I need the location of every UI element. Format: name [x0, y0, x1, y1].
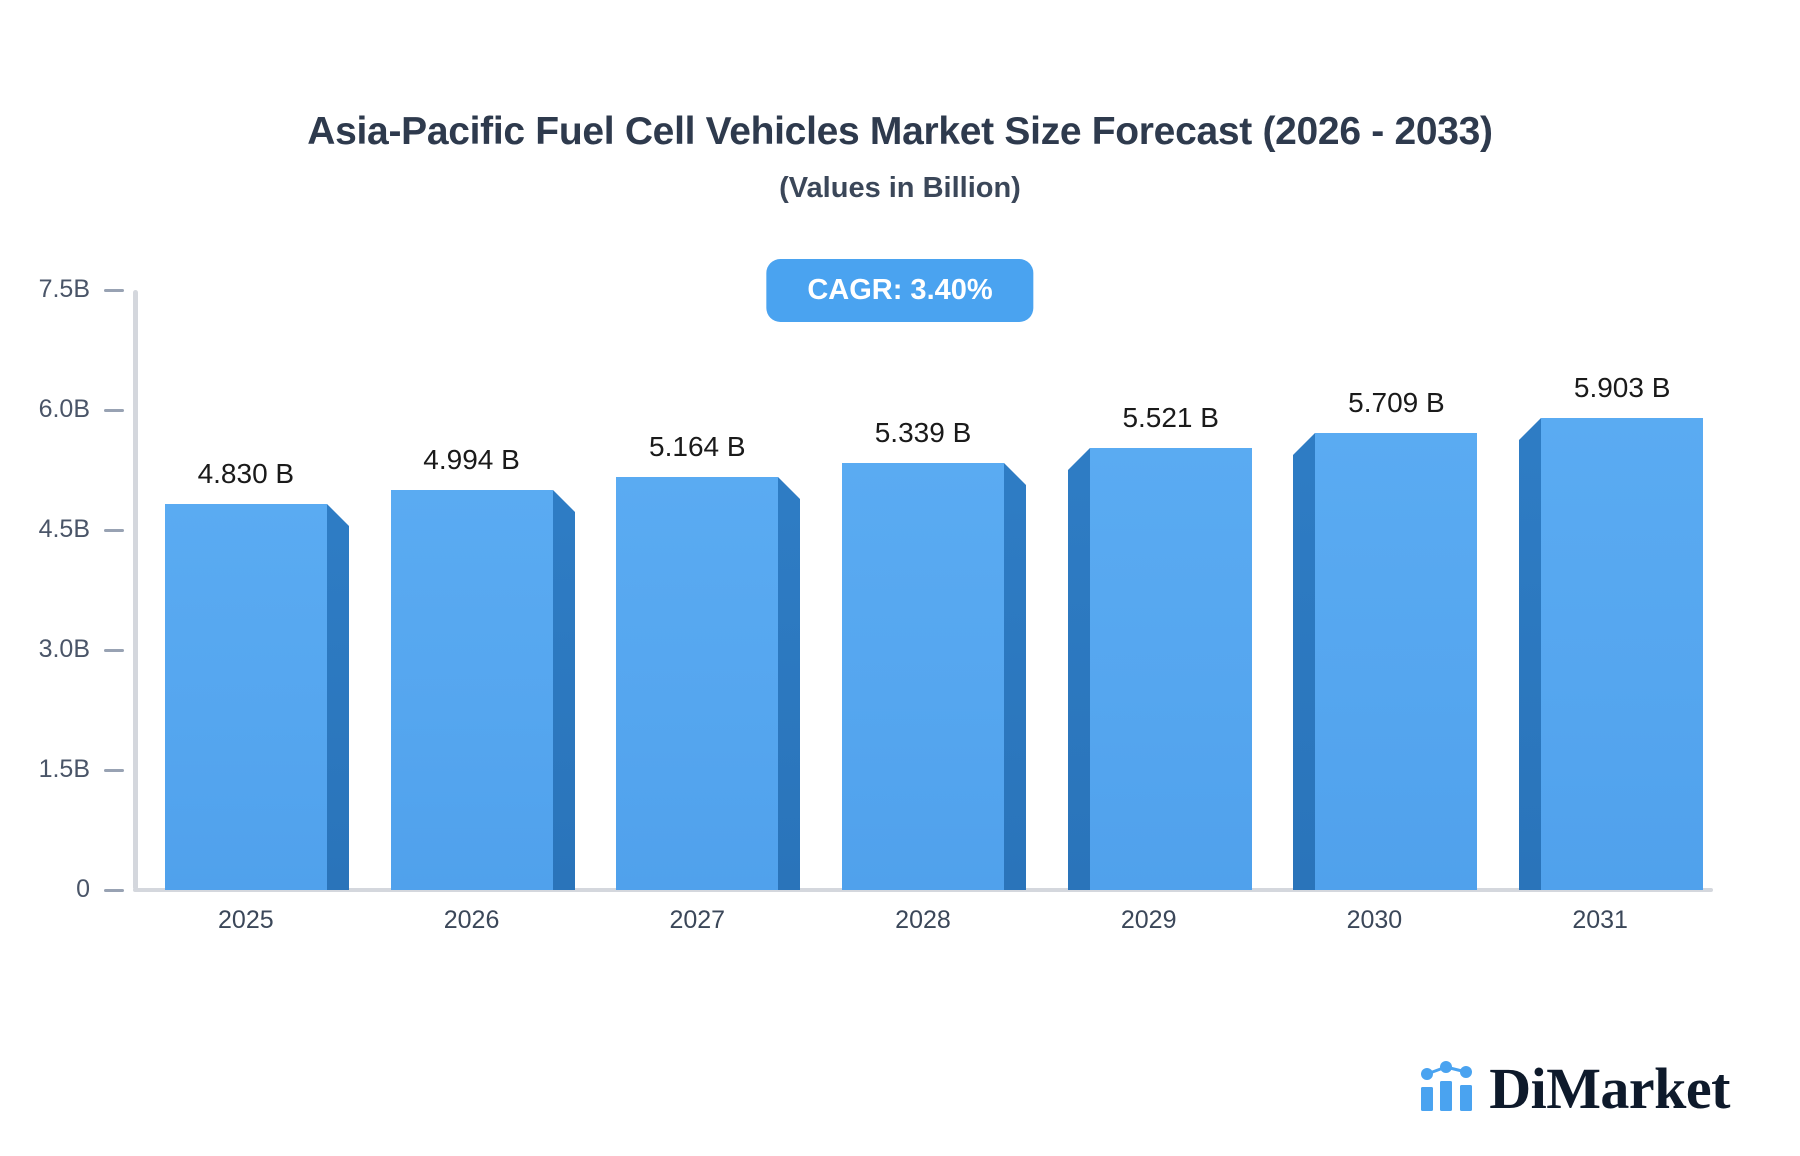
y-axis-line: [133, 290, 138, 890]
x-axis-label: 2029: [1120, 906, 1177, 934]
y-axis-tick-label: 7.5B: [38, 274, 90, 303]
bar-side-face: [1067, 470, 1090, 890]
bar[interactable]: 4.994 B: [390, 446, 575, 890]
bar-side-face: [326, 525, 349, 890]
bar-value-label: 5.709 B: [1348, 387, 1445, 419]
bar-value-label: 5.903 B: [1573, 371, 1671, 403]
y-axis-tick-mark: [104, 408, 124, 412]
y-axis-tick-label: 1.5B: [38, 754, 90, 783]
bar-front-face: [1315, 433, 1478, 890]
cagr-badge: CAGR: 3.40%: [766, 259, 1034, 322]
bar-value-label: 5.339 B: [874, 416, 972, 448]
y-axis-tick-mark: [104, 888, 124, 892]
bar-top-bevel: [1519, 417, 1542, 440]
bar[interactable]: 5.164 B: [616, 432, 801, 890]
bar[interactable]: 5.903 B: [1519, 373, 1704, 890]
bar[interactable]: 5.521 B: [1067, 404, 1252, 890]
x-axis-label: 2025: [218, 906, 274, 934]
y-axis-tick-label: 3.0B: [38, 634, 90, 663]
bar-side-face: [1519, 439, 1542, 890]
bar-top-bevel: [778, 476, 801, 499]
bar-side-face: [778, 498, 801, 890]
page-subtitle: (Values in Billion): [779, 172, 1021, 204]
bar-side-face: [1293, 455, 1316, 890]
bar-value-label: 4.830 B: [197, 457, 295, 489]
bar-front-face: [390, 490, 553, 890]
x-axis-labels: 2025 2026 2027 2028 2029 2030 2031: [133, 908, 1713, 948]
bar-front-face: [1089, 448, 1252, 890]
bar-top-bevel: [552, 490, 575, 513]
y-axis-tick-label: 0: [76, 874, 90, 903]
x-axis-label: 2027: [669, 906, 726, 934]
bar-side-face: [552, 512, 575, 890]
bar-value-label: 5.521 B: [1122, 402, 1219, 434]
bar-top-bevel: [1293, 433, 1316, 456]
x-axis-label: 2030: [1346, 906, 1403, 934]
y-axis-tick-mark: [104, 288, 124, 292]
dimarket-logo: DiMarket: [1419, 1060, 1730, 1118]
x-axis-label: 2028: [895, 906, 951, 934]
bar[interactable]: 5.339 B: [842, 418, 1026, 890]
bar-front-face: [616, 476, 779, 890]
x-axis-label: 2031: [1572, 906, 1628, 934]
plot-area: 4.830 B 4.994 B 5.164 B 5.339 B 5.521 B 5.709…: [133, 290, 1713, 892]
bar-top-bevel: [326, 503, 349, 526]
bar[interactable]: 4.830 B: [164, 459, 349, 890]
bar-value-label: 5.164 B: [649, 430, 746, 462]
page-title: Asia-Pacific Fuel Cell Vehicles Market S…: [307, 110, 1493, 153]
bar[interactable]: 5.709 B: [1293, 389, 1478, 890]
bar-top-bevel: [1067, 448, 1090, 471]
y-axis-tick-label: 4.5B: [38, 514, 90, 543]
bar-value-label: 4.994 B: [423, 444, 520, 476]
bar-front-face: [1541, 417, 1704, 890]
bar-front-face: [842, 462, 1004, 890]
y-axis-tick-label: 6.0B: [38, 394, 90, 423]
y-axis-tick-mark: [104, 768, 124, 772]
bar-side-face: [1004, 484, 1026, 890]
bar-series: 4.830 B 4.994 B 5.164 B 5.339 B 5.521 B 5.709…: [133, 290, 1713, 890]
logo-text: DiMarket: [1489, 1056, 1730, 1121]
y-axis-tick-mark: [104, 648, 124, 652]
bar-top-bevel: [1004, 462, 1026, 485]
x-axis-label: 2026: [443, 906, 500, 934]
bar-front-face: [164, 503, 327, 890]
bar-chart-dots-icon: [1419, 1060, 1475, 1118]
y-axis-tick-mark: [104, 528, 124, 532]
x-axis-line: [133, 888, 1713, 892]
